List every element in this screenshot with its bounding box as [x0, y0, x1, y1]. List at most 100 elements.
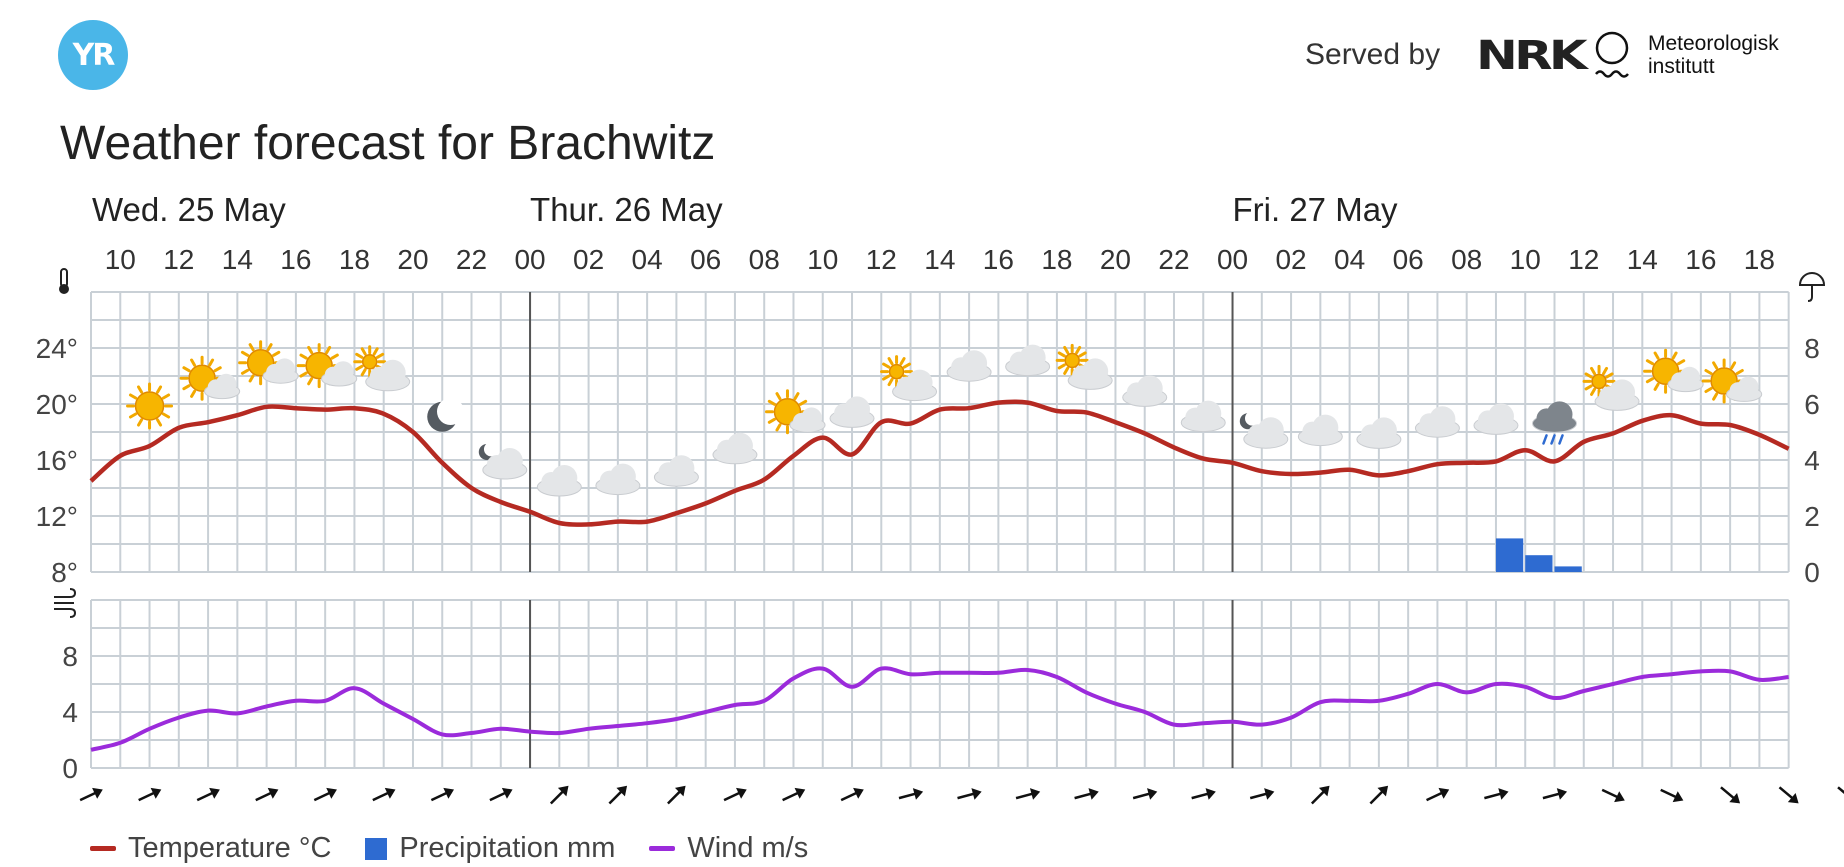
sun-cloud-icon — [1643, 348, 1704, 394]
precipitation-tick-label: 8 — [1804, 333, 1820, 364]
legend-temperature: Temperature °C — [90, 832, 331, 865]
wind-direction-arrow-icon — [1249, 788, 1275, 800]
forecast-chart: Wed. 25 May Thur. 26 May Fri. 27 May 10 12 14… — [36, 191, 1844, 805]
precipitation-tick-label: 0 — [1804, 557, 1820, 588]
wind-direction-arrow-icon — [1132, 788, 1158, 800]
hour-tick-label: 20 — [1100, 244, 1131, 275]
cloud-icon — [1356, 417, 1402, 449]
cloud-icon — [1180, 400, 1226, 433]
cloud-icon — [1297, 414, 1343, 447]
wind-icon — [54, 588, 77, 618]
sun-cloud-icon — [764, 389, 826, 435]
wind-direction-arrow-icon — [1837, 786, 1844, 803]
hour-tick-label: 16 — [1685, 244, 1716, 275]
hour-tick-label: 06 — [690, 244, 721, 275]
legend-wind-label: Wind m/s — [687, 832, 809, 864]
cloud-sun-small-icon — [880, 355, 938, 402]
wind-direction-arrow-icon — [1369, 785, 1389, 805]
day-label: Thur. 26 May — [530, 191, 723, 228]
hour-tick-label: 20 — [397, 244, 428, 275]
wind-direction-arrow-icon — [1484, 788, 1509, 800]
served-by-text: Served by — [1305, 38, 1441, 71]
wind-direction-arrow-icon — [1542, 788, 1568, 800]
sun-cloud-icon — [238, 340, 299, 386]
precipitation-tick-label: 6 — [1804, 389, 1820, 420]
moon-cloud-icon — [1239, 411, 1289, 449]
cloud-icon — [946, 350, 992, 382]
hour-tick-label: 00 — [1217, 244, 1248, 275]
hour-tick-label: 10 — [105, 244, 136, 275]
wind-direction-arrow-icon — [138, 787, 162, 802]
cloud-icon — [1122, 375, 1168, 407]
rain-cloud-icon — [1532, 401, 1577, 445]
hour-tick-label: 14 — [924, 244, 955, 275]
sun-cloud-icon — [296, 343, 358, 389]
yr-logo[interactable]: YR — [58, 20, 128, 90]
hour-tick-label: 16 — [280, 244, 311, 275]
hour-tick-label: 12 — [1568, 244, 1599, 275]
hour-tick-label: 16 — [983, 244, 1014, 275]
legend-precipitation: Precipitation mm — [365, 832, 615, 865]
wind-direction-arrow-icon — [255, 787, 279, 802]
met-institute-logo-icon[interactable] — [1592, 30, 1632, 86]
wind-direction-arrow-icon — [1015, 788, 1041, 800]
cloud-icon — [1414, 406, 1460, 438]
wind-direction-arrow-icon — [957, 788, 982, 800]
cloud-icon — [1473, 403, 1519, 435]
legend-temperature-label: Temperature °C — [128, 832, 332, 864]
hour-tick-label: 04 — [632, 244, 663, 275]
wind-direction-arrow-icon — [1720, 786, 1741, 804]
wind-direction-arrow-icon — [489, 787, 513, 802]
hour-tick-label: 22 — [1158, 244, 1189, 275]
cloud-icon — [595, 463, 641, 496]
sun-cloud-icon — [179, 355, 241, 401]
legend: Temperature °C Precipitation mm Wind m/s — [90, 832, 808, 865]
precipitation-bar — [1554, 566, 1582, 572]
cloud-icon — [829, 396, 875, 428]
hour-tick-label: 04 — [1334, 244, 1365, 275]
hour-tick-label: 02 — [1275, 244, 1306, 275]
cloud-sun-small-icon — [1582, 364, 1640, 411]
hour-tick-label: 18 — [1744, 244, 1775, 275]
cloud-icon — [536, 465, 582, 497]
wind-direction-arrow-icon — [723, 787, 747, 802]
nrk-logo[interactable]: NRK — [1476, 33, 1588, 79]
hour-tick-label: 14 — [1627, 244, 1658, 275]
wind-direction-arrow-icon — [840, 787, 864, 802]
temperature-tick-label: 20° — [36, 389, 78, 420]
legend-precipitation-label: Precipitation mm — [399, 832, 616, 864]
wind-direction-arrow-icon — [1601, 788, 1625, 803]
sun-cloud-icon — [1701, 358, 1763, 404]
hour-tick-label: 10 — [1510, 244, 1541, 275]
temperature-tick-label: 8° — [51, 557, 78, 588]
sun-icon — [126, 382, 174, 430]
temperature-tick-label: 16° — [36, 445, 78, 476]
page-title: Weather forecast for Brachwitz — [60, 117, 716, 170]
met-line-2: institutt — [1648, 55, 1715, 78]
hour-tick-label: 22 — [456, 244, 487, 275]
hour-tick-label: 00 — [514, 244, 545, 275]
wind-direction-arrow-icon — [1660, 788, 1684, 803]
umbrella-icon — [1798, 272, 1826, 302]
day-label: Wed. 25 May — [92, 191, 286, 228]
wind-direction-arrow-icon — [430, 787, 455, 802]
day-label: Fri. 27 May — [1233, 191, 1399, 228]
wind-direction-arrow-icon — [372, 787, 396, 802]
precipitation-bar — [1495, 538, 1524, 572]
wind-direction-arrow-icon — [608, 785, 628, 805]
moon-cloud-icon — [478, 442, 528, 480]
temperature-tick-label: 12° — [36, 501, 78, 532]
wind-direction-arrow-icon — [549, 785, 569, 805]
hour-tick-label: 08 — [749, 244, 780, 275]
wind-direction-arrow-icon — [1778, 786, 1799, 804]
precipitation-tick-label: 4 — [1804, 445, 1820, 476]
hour-tick-label: 02 — [573, 244, 604, 275]
legend-precipitation-swatch — [365, 837, 388, 860]
hour-tick-label: 12 — [866, 244, 897, 275]
met-institute-text: Meteorologisk institutt — [1648, 32, 1779, 78]
wind-direction-arrow-icon — [1074, 788, 1099, 800]
thermometer-icon — [59, 268, 69, 294]
met-line-1: Meteorologisk — [1648, 32, 1779, 55]
cloud-icon — [712, 432, 758, 465]
hour-tick-label: 06 — [1393, 244, 1424, 275]
